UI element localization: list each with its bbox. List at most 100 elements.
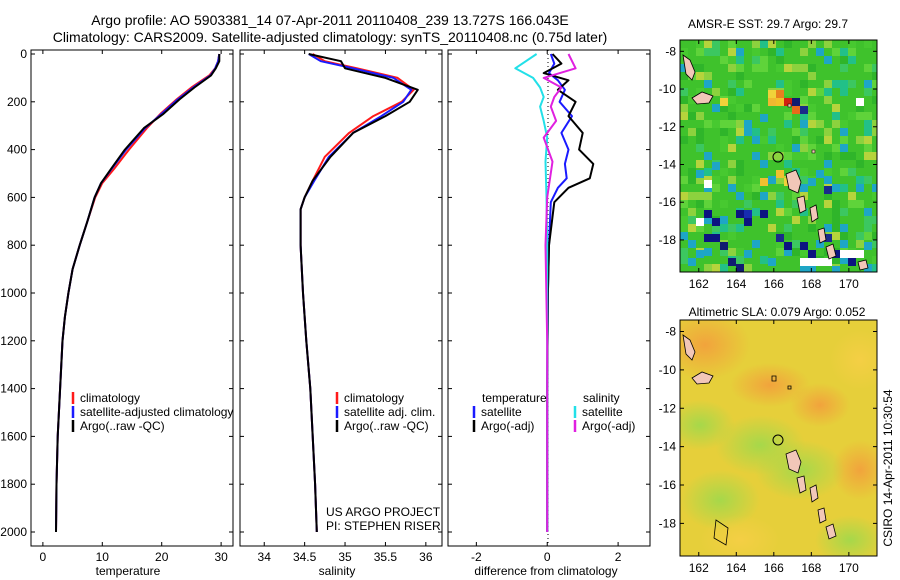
csiro-timestamp-label: CSIRO 14-Apr-2011 10:30:54 <box>881 389 895 547</box>
sst-cell <box>752 56 760 64</box>
sst-cell <box>696 218 704 226</box>
sst-cell <box>776 170 784 178</box>
sst-cell <box>816 240 824 248</box>
sst-cell <box>808 258 816 266</box>
sst-cell <box>744 200 752 208</box>
sst-cell <box>792 128 800 136</box>
sst-cell <box>800 184 808 192</box>
sst-cell <box>872 120 877 128</box>
salinity-xlabel: salinity <box>319 564 356 578</box>
sst-cell <box>864 224 872 232</box>
sst-cell <box>784 98 792 106</box>
sst-cell <box>848 48 856 56</box>
sst-cell <box>872 216 877 224</box>
y-tick-label: 200 <box>7 95 27 109</box>
map-y-tick-label: -18 <box>659 516 677 530</box>
legend-label-salinity-satellite: satellite <box>582 405 623 419</box>
difference-series-group <box>514 53 595 532</box>
sst-cell <box>752 136 760 144</box>
sst-cell <box>864 64 872 72</box>
sst-cell <box>776 98 784 106</box>
sst-cell <box>712 162 720 170</box>
sst-cell <box>784 224 792 232</box>
sst-cell <box>712 218 720 226</box>
sst-cell <box>824 186 832 194</box>
sst-cell <box>728 224 736 232</box>
sst-cell <box>856 112 864 120</box>
sst-cell <box>840 144 848 152</box>
sst-cell <box>784 152 792 160</box>
sst-cell <box>816 120 824 128</box>
y-tick-label: 1400 <box>0 382 27 396</box>
sst-cell <box>784 120 792 128</box>
salinity-axes-frame <box>239 49 443 547</box>
sst-cell <box>776 144 784 152</box>
sst-cell <box>840 208 848 216</box>
sst-cell <box>696 250 704 258</box>
sst-cell <box>800 208 808 216</box>
sst-cell <box>688 128 696 136</box>
sst-cell <box>768 128 776 136</box>
sst-cell <box>800 136 808 144</box>
sst-cell <box>832 80 840 88</box>
sst-cell <box>824 160 832 168</box>
sst-cell <box>840 56 848 64</box>
sla-map-image <box>680 320 877 556</box>
sst-cell <box>784 232 792 240</box>
sst-cell <box>800 80 808 88</box>
sst-cell <box>696 176 704 184</box>
sst-cell <box>752 184 760 192</box>
sst-cell <box>760 256 768 264</box>
sst-cell <box>776 176 784 184</box>
x-tick-label: 36 <box>419 550 433 564</box>
sst-cell <box>856 232 864 240</box>
sst-cell <box>840 64 848 72</box>
sst-cell <box>832 184 840 192</box>
map-x-tick-label: 168 <box>801 561 821 575</box>
map-y-tick-label: -8 <box>665 325 676 339</box>
sst-cell <box>872 264 877 272</box>
sst-cell <box>680 192 688 200</box>
sst-cell <box>744 264 752 272</box>
sst-cell <box>728 88 736 96</box>
sst-map-frame <box>679 39 878 273</box>
sst-cell <box>856 184 864 192</box>
salinity-legend: climatology satellite adj. clim. Argo(..… <box>326 391 441 533</box>
sst-cell <box>832 256 840 264</box>
series-line-salinity-argo <box>542 53 577 532</box>
sst-cell <box>720 200 728 208</box>
project-label: US ARGO PROJECT <box>326 505 441 519</box>
sst-cell <box>840 250 848 258</box>
map-x-tick-label: 162 <box>689 561 709 575</box>
sst-cell <box>776 48 784 56</box>
sst-cell <box>784 64 792 72</box>
sst-cell <box>864 216 872 224</box>
legend-label-argo: Argo(..raw -QC) <box>344 419 429 433</box>
sst-cell <box>792 152 800 160</box>
sst-cell <box>840 168 848 176</box>
sst-cell <box>824 176 832 184</box>
sst-cell <box>744 218 752 226</box>
sst-cell <box>832 250 840 258</box>
map-y-tick-label: -8 <box>665 44 676 58</box>
sst-cell <box>832 208 840 216</box>
sst-cell <box>808 264 816 272</box>
sst-cell <box>856 176 864 184</box>
legend-label-argo: Argo(..raw -QC) <box>80 419 165 433</box>
series-line-temperature-argo <box>542 53 595 532</box>
sst-cell <box>864 136 872 144</box>
sst-cell <box>792 200 800 208</box>
sst-cell <box>824 128 832 136</box>
sst-cell <box>872 256 877 264</box>
sst-cell <box>768 152 776 160</box>
sst-cell <box>688 176 696 184</box>
sst-cell <box>680 64 688 72</box>
sst-cell <box>688 168 696 176</box>
sst-cell <box>832 48 840 56</box>
map-y-tick-label: -12 <box>659 401 677 415</box>
sst-cell <box>752 40 760 48</box>
series-line-satellite <box>299 53 413 533</box>
sst-cell <box>728 120 736 128</box>
sst-cell <box>696 112 704 120</box>
